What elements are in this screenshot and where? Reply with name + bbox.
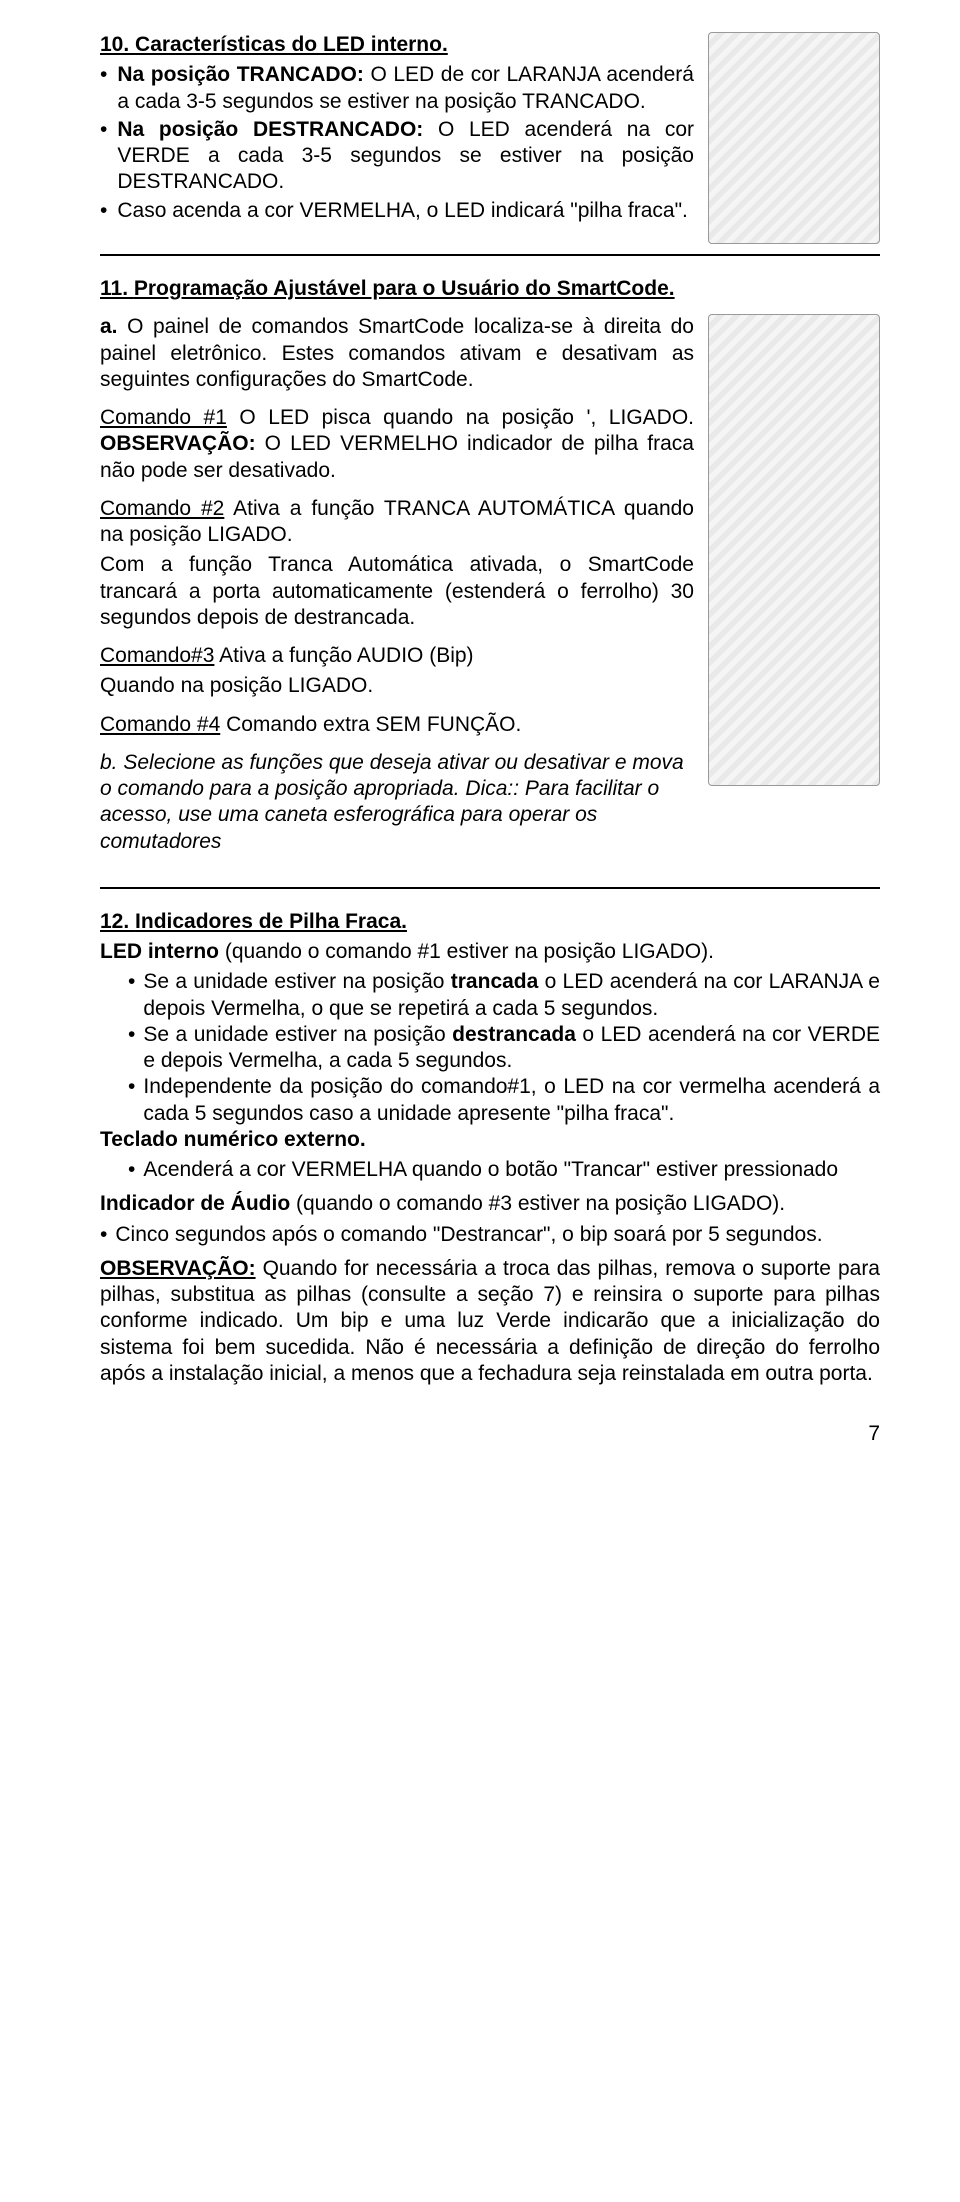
bullet-text: Cinco segundos após o comando "Destranca… [115,1222,880,1248]
b: trancada [451,970,539,993]
bullet-text: Na posição DESTRANCADO: O LED acenderá n… [117,117,694,196]
bullet-text: Na posição TRANCADO: O LED de cor LARANJ… [117,62,694,115]
bullet-rest: Caso acenda a cor VERMELHA, o LED indica… [117,199,688,222]
sec11-item-b: b. Selecione as funções que deseja ativa… [100,750,694,855]
audio-bold: Indicador de Áudio [100,1192,290,1215]
sec10-bullet-2: • Na posição DESTRANCADO: O LED acenderá… [100,117,694,196]
divider-2 [100,887,880,889]
sec11-cmd2-rest: Com a função Tranca Automática ativada, … [100,552,694,631]
cmd3-label: Comando#3 [100,644,214,667]
section-11-number: 11. [100,277,134,300]
observacao-block: OBSERVAÇÃO: Quando for necessária a troc… [100,1256,880,1387]
item-a-marker: a. [100,315,118,338]
list-item: • Cinco segundos após o comando "Destran… [100,1222,880,1248]
cmd1-obs-label: OBSERVAÇÃO: [100,432,256,455]
item-a-text: O painel de comandos SmartCode localiza-… [100,315,694,391]
sec10-bullet-1: • Na posição TRANCADO: O LED de cor LARA… [100,62,694,115]
pre: Independente da posição do comando#1, o … [143,1075,880,1124]
section-10-heading-line: 10. Características do LED interno. [100,32,694,58]
audio-line: Indicador de Áudio (quando o comando #3 … [100,1191,880,1217]
cmd4-label: Comando #4 [100,713,220,736]
sec11-cmd2-line1: Comando #2 Ativa a função TRANCA AUTOMÁT… [100,496,694,549]
bullet-text: Independente da posição do comando#1, o … [143,1074,880,1127]
bullet-dot: • [128,1022,135,1048]
section-12-number: 12. [100,910,135,933]
sec11-cmd3-line2: Quando na posição LIGADO. [100,673,694,699]
bullet-lead: Na posição DESTRANCADO: [117,118,438,141]
item-b-text: Selecione as funções que deseja ativar o… [100,751,684,853]
bullet-dot: • [100,117,107,143]
cmd1-text: O LED pisca quando na posição ', LIGADO. [227,406,694,429]
bullet-dot: • [128,1074,135,1100]
bullet-dot: • [128,969,135,995]
lock-illustration-1 [708,32,880,244]
page-number: 7 [100,1421,880,1447]
sec12-audio-bullets: • Cinco segundos após o comando "Destran… [100,1222,880,1248]
list-item: • Independente da posição do comando#1, … [128,1074,880,1127]
sec12-bullets2: • Acenderá a cor VERMELHA quando o botão… [100,1157,880,1183]
divider-1 [100,254,880,256]
teclado-line: Teclado numérico externo. [100,1127,880,1153]
bullet-text: Caso acenda a cor VERMELHA, o LED indica… [117,198,694,224]
led-interno-bold: LED interno [100,940,219,963]
teclado-bold: Teclado numérico externo. [100,1128,366,1151]
cmd3-text1: Ativa a função AUDIO (Bip) [214,644,473,667]
list-item: • Acenderá a cor VERMELHA quando o botão… [128,1157,880,1183]
bullet-lead: Na posição TRANCADO: [117,63,370,86]
led-interno-line: LED interno (quando o comando #1 estiver… [100,939,880,965]
cmd2-label: Comando #2 [100,497,224,520]
obs-label: OBSERVAÇÃO: [100,1257,256,1280]
bullet-dot: • [100,62,107,88]
bullet-dot: • [128,1157,135,1183]
section-12: 12. Indicadores de Pilha Fraca. LED inte… [100,909,880,1387]
section-10-text: 10. Características do LED interno. • Na… [100,32,694,226]
list-item: • Se a unidade estiver na posição tranca… [128,969,880,1022]
b: destrancada [452,1023,576,1046]
section-11-body: a. O painel de comandos SmartCode locali… [100,314,880,859]
cmd4-text: Comando extra SEM FUNÇÃO. [220,713,521,736]
section-11-heading-line: 11. Programação Ajustável para o Usuário… [100,276,880,302]
section-12-heading-line: 12. Indicadores de Pilha Fraca. [100,909,880,935]
sec10-bullet-3: • Caso acenda a cor VERMELHA, o LED indi… [100,198,694,224]
sec11-cmd4: Comando #4 Comando extra SEM FUNÇÃO. [100,712,694,738]
section-12-heading: Indicadores de Pilha Fraca. [135,910,407,933]
sec11-cmd3-line1: Comando#3 Ativa a função AUDIO (Bip) [100,643,694,669]
bullet-text: Se a unidade estiver na posição trancada… [143,969,880,1022]
section-11-text: a. O painel de comandos SmartCode locali… [100,314,694,859]
bullet-dot: • [100,1222,107,1248]
bullet-dot: • [100,198,107,224]
sec11-cmd1: Comando #1 O LED pisca quando na posição… [100,405,694,484]
lock-illustration-2 [708,314,880,786]
section-10: 10. Características do LED interno. • Na… [100,32,880,244]
audio-rest: (quando o comando #3 estiver na posição … [290,1192,785,1215]
section-10-heading: Características do LED interno. [135,33,448,56]
sec12-bullets1: • Se a unidade estiver na posição tranca… [100,969,880,1127]
pre: Se a unidade estiver na posição [143,1023,452,1046]
bullet-text: Acenderá a cor VERMELHA quando o botão "… [143,1157,880,1183]
section-11-heading: Programação Ajustável para o Usuário do … [134,277,675,300]
sec11-item-a: a. O painel de comandos SmartCode locali… [100,314,694,393]
item-b-marker: b. [100,751,118,774]
cmd1-label: Comando #1 [100,406,227,429]
section-10-number: 10. [100,33,135,56]
list-item: • Se a unidade estiver na posição destra… [128,1022,880,1075]
bullet-text: Se a unidade estiver na posição destranc… [143,1022,880,1075]
led-interno-rest: (quando o comando #1 estiver na posição … [219,940,714,963]
pre: Se a unidade estiver na posição [143,970,450,993]
